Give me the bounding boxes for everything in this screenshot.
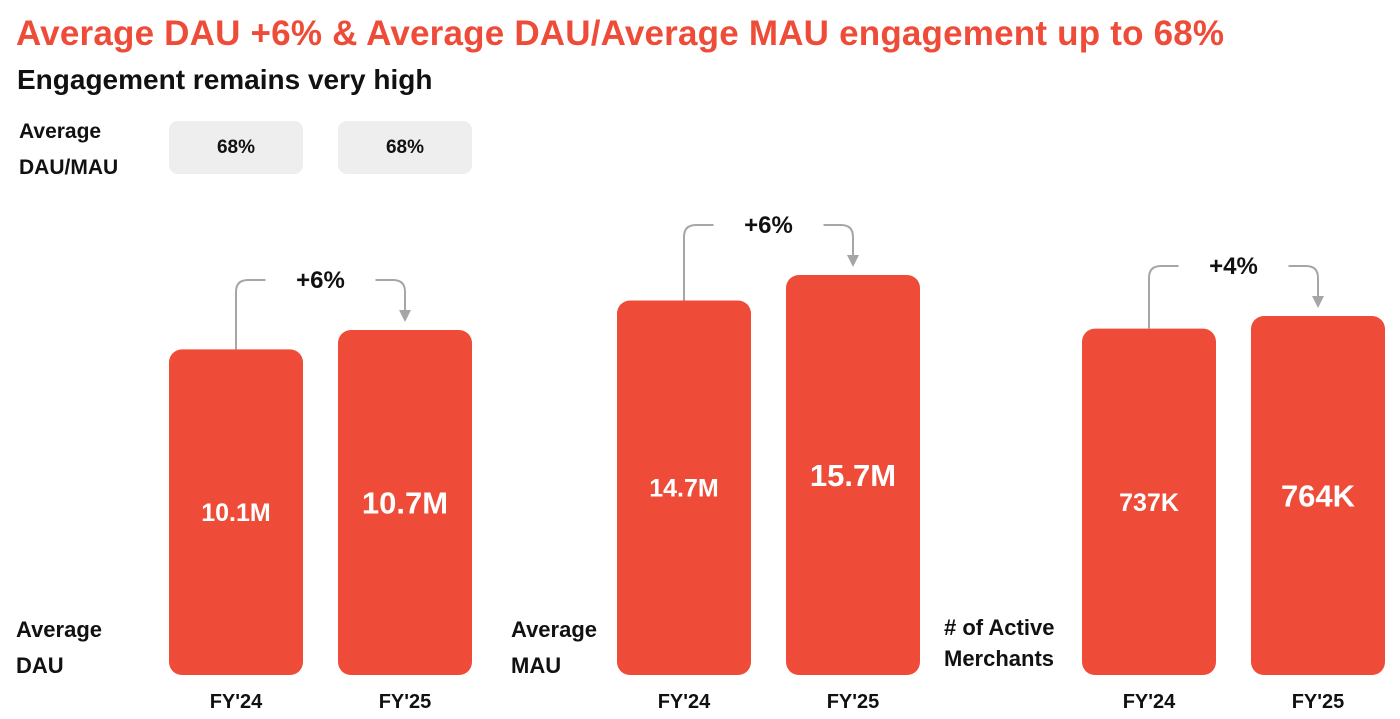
- tick-label-dau-fy25: FY'25: [379, 691, 432, 713]
- panel-label-line: DAU: [16, 653, 64, 678]
- panel-label-line: MAU: [511, 653, 562, 678]
- growth-connector-mau: [823, 224, 854, 257]
- engagement-pill-fy25: 68%: [338, 121, 472, 174]
- growth-connector-dau: [235, 279, 266, 350]
- tick-label-merchants-fy24: FY'24: [1123, 691, 1176, 713]
- panel-label-line: Merchants: [944, 646, 1055, 671]
- growth-label-mau: +6%: [744, 212, 793, 239]
- tick-label-mau-fy25: FY'25: [827, 691, 880, 713]
- tick-label-mau-fy24: FY'24: [658, 691, 711, 713]
- panel-label-line: # of Active: [944, 615, 1055, 640]
- growth-connector-merchants: [1288, 265, 1319, 298]
- page-subtitle: Engagement remains very high: [17, 64, 433, 95]
- growth-arrowhead-dau: [399, 310, 411, 322]
- panel-label-dau: Average DAU: [16, 612, 102, 684]
- tick-label-dau-fy24: FY'24: [210, 691, 263, 713]
- panel-label-line: Average: [511, 617, 598, 642]
- bar-dau-fy25: [338, 330, 472, 675]
- value-label-mau-fy25: 15.7M: [810, 458, 896, 493]
- value-label-mau-fy24: 14.7M: [649, 475, 718, 503]
- engagement-label-line: Average: [19, 120, 102, 143]
- tick-label-merchants-fy25: FY'25: [1292, 691, 1345, 713]
- engagement-pill-fy24: 68%: [169, 121, 303, 174]
- growth-label-dau: +6%: [296, 267, 345, 294]
- bar-mau-fy24: [617, 300, 751, 675]
- bar-merchants-fy25: [1251, 316, 1385, 675]
- bar-merchants-fy24: [1082, 328, 1216, 675]
- panel-label-line: Average: [16, 617, 103, 642]
- panel-label-merchants: # of Active Merchants: [944, 612, 1054, 674]
- growth-arrowhead-mau: [847, 255, 859, 267]
- page-title: Average DAU +6% & Average DAU/Average MA…: [16, 14, 1225, 53]
- panel-label-mau: Average MAU: [511, 612, 597, 684]
- growth-connector-dau: [375, 279, 406, 312]
- value-label-merchants-fy24: 737K: [1119, 489, 1179, 517]
- growth-connector-merchants: [1148, 265, 1179, 329]
- engagement-label-line: DAU/MAU: [19, 156, 119, 179]
- growth-arrowhead-merchants: [1312, 296, 1324, 308]
- growth-label-merchants: +4%: [1209, 253, 1258, 280]
- bar-mau-fy25: [786, 275, 920, 675]
- growth-connector-mau: [683, 224, 714, 301]
- value-label-dau-fy24: 10.1M: [201, 499, 270, 527]
- bar-dau-fy24: [169, 349, 303, 675]
- value-label-merchants-fy25: 764K: [1281, 479, 1356, 514]
- value-label-dau-fy25: 10.7M: [362, 486, 448, 521]
- engagement-label: Average DAU/MAU: [19, 114, 118, 186]
